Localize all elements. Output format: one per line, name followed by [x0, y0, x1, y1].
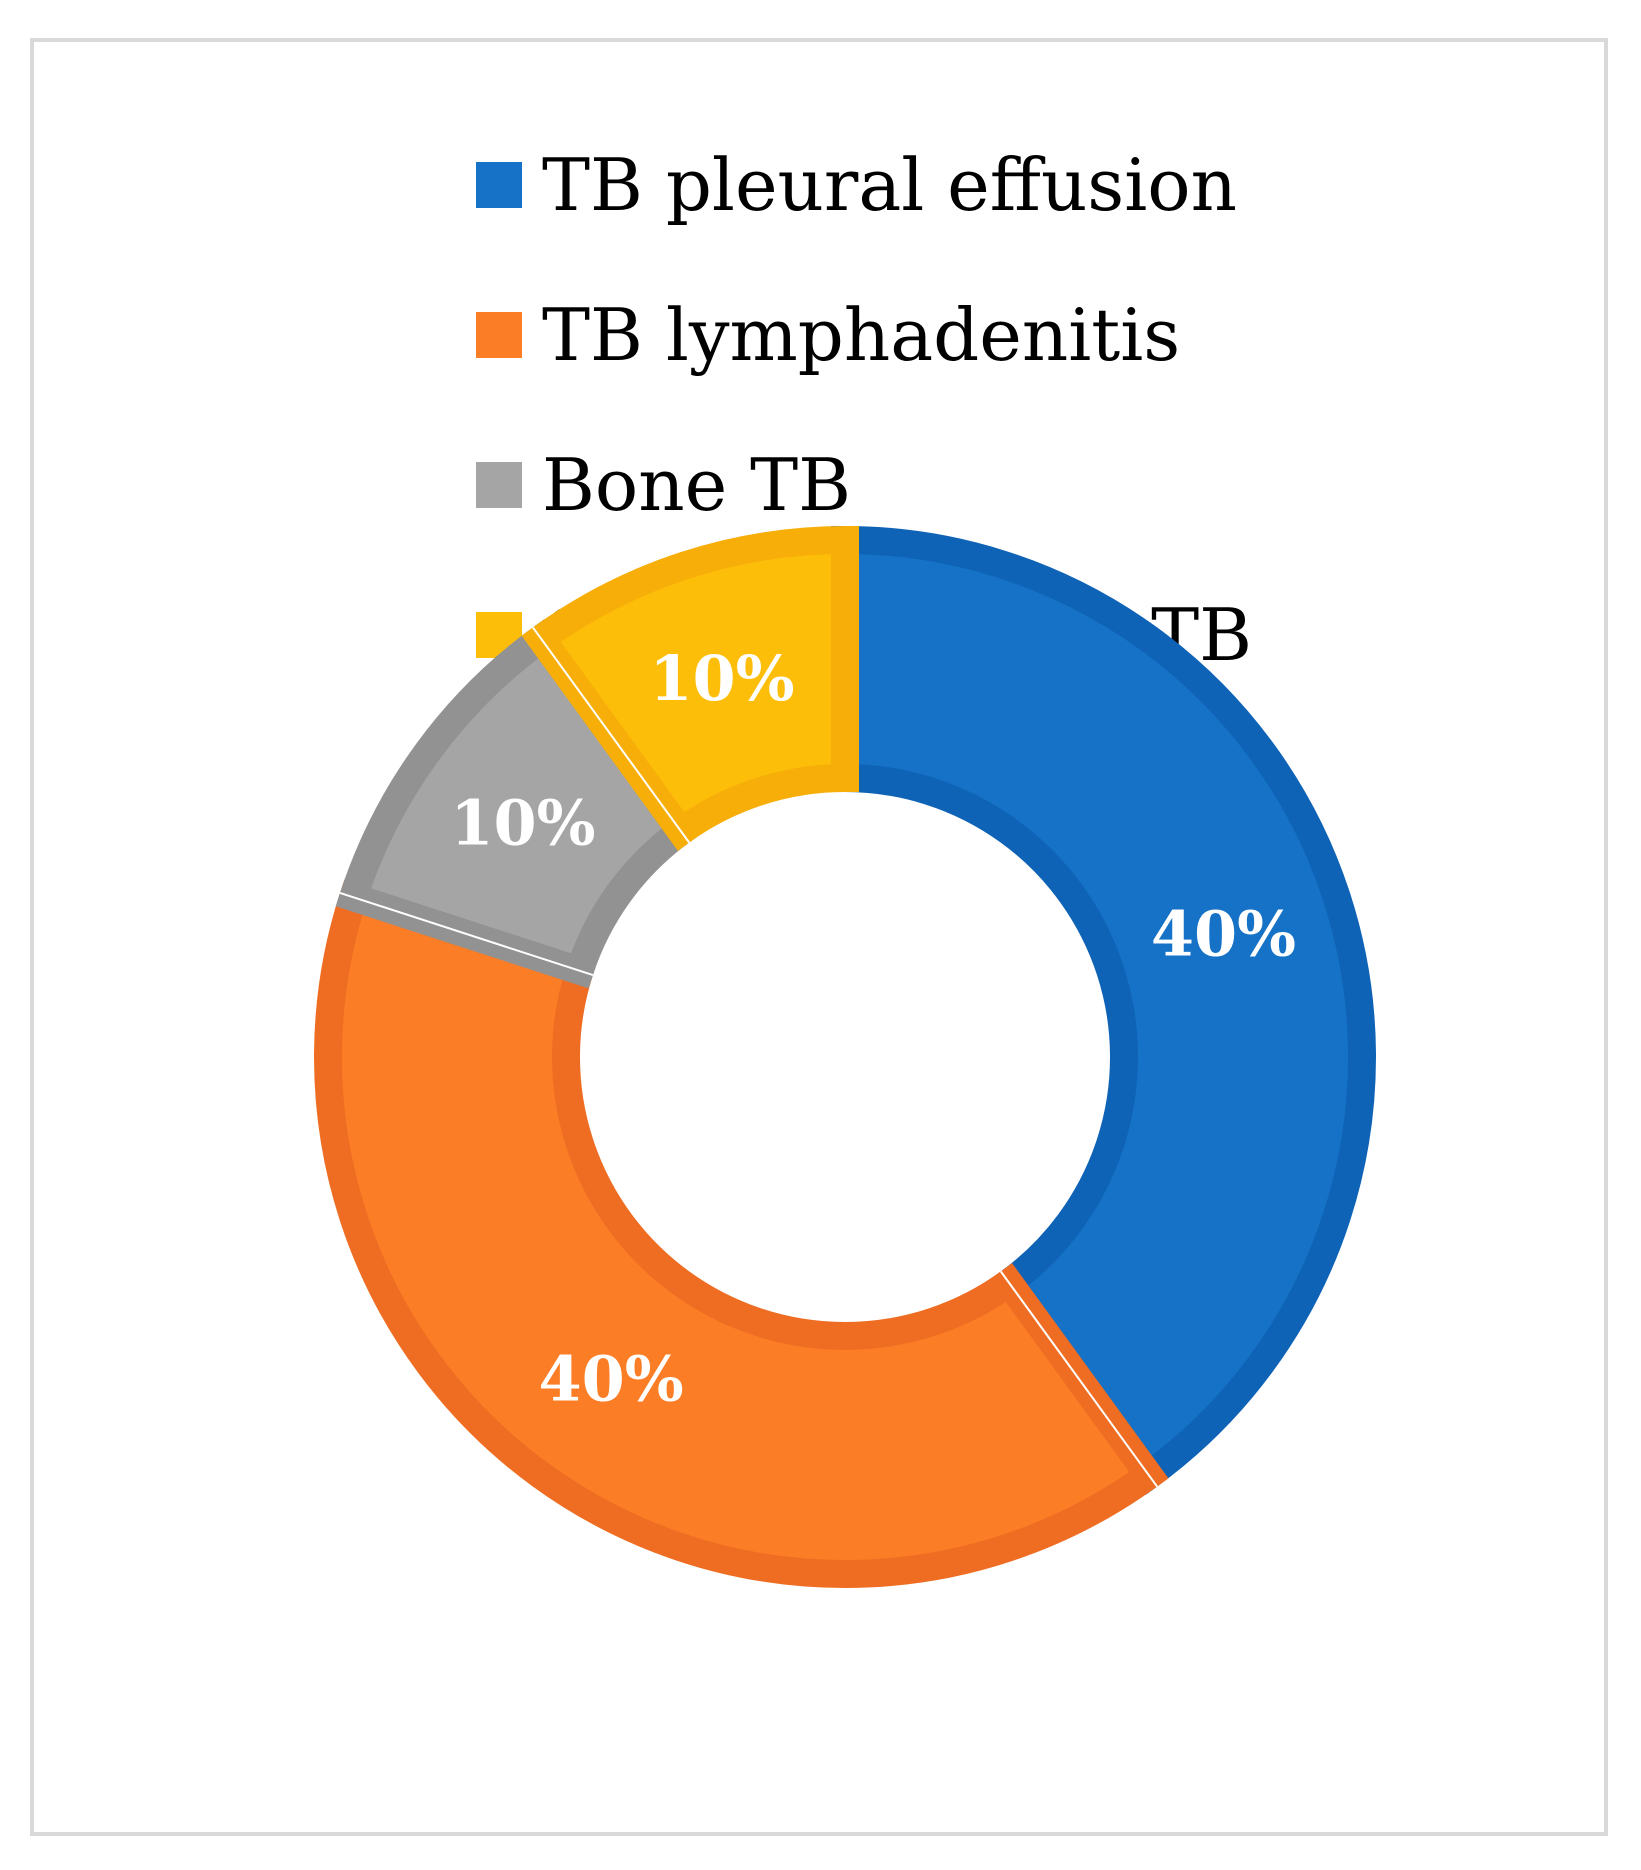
legend-swatch-tb-lymphadenitis — [476, 312, 522, 358]
donut-slice-separator — [999, 1270, 1158, 1488]
donut-slice-tb-lymphadenitis — [314, 879, 1169, 1588]
data-label-bone-tb: 10% — [450, 787, 595, 860]
donut-slice-separator — [532, 626, 691, 844]
legend-item-bone-tb: Bone TB — [476, 410, 1252, 560]
legend-swatch-tb-pleural-effusion — [476, 162, 522, 208]
legend-label-bone-tb: Bone TB — [542, 443, 852, 527]
data-label-gastrointestinal-tb: 10% — [649, 642, 794, 715]
donut-value-labels: 40% 40% 10% 10% — [450, 642, 1296, 1416]
donut-slice-tb-pleural-effusion — [831, 525, 1376, 1495]
legend-item-tb-lymphadenitis: TB lymphadenitis — [476, 260, 1252, 410]
donut-slices — [314, 525, 1376, 1588]
legend-label-tb-pleural-effusion: TB pleural effusion — [542, 143, 1238, 227]
legend-item-tb-pleural-effusion: TB pleural effusion — [476, 110, 1252, 260]
legend-swatch-bone-tb — [476, 462, 522, 508]
donut-slice-gastrointestinal-tb — [521, 525, 859, 851]
data-label-tb-pleural-effusion: 40% — [1151, 898, 1296, 971]
data-label-tb-lymphadenitis: 40% — [538, 1342, 683, 1415]
legend-label-tb-lymphadenitis: TB lymphadenitis — [542, 293, 1181, 377]
donut-slice-separator — [339, 891, 594, 977]
